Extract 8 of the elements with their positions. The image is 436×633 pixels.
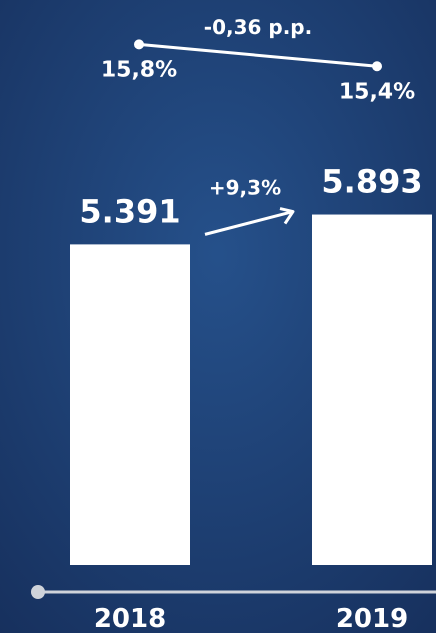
x-tick-label: 2019 [336,604,408,633]
text: +9,3% [208,176,282,200]
data-label: 5.893 [321,162,423,201]
x-tick-label: 2018 [94,604,166,633]
data-label: 5.391 [79,192,181,230]
data-label: 15,4% [338,79,416,104]
text: -0,36 p.p. [204,15,312,39]
data-label: 15,8% [100,57,178,82]
